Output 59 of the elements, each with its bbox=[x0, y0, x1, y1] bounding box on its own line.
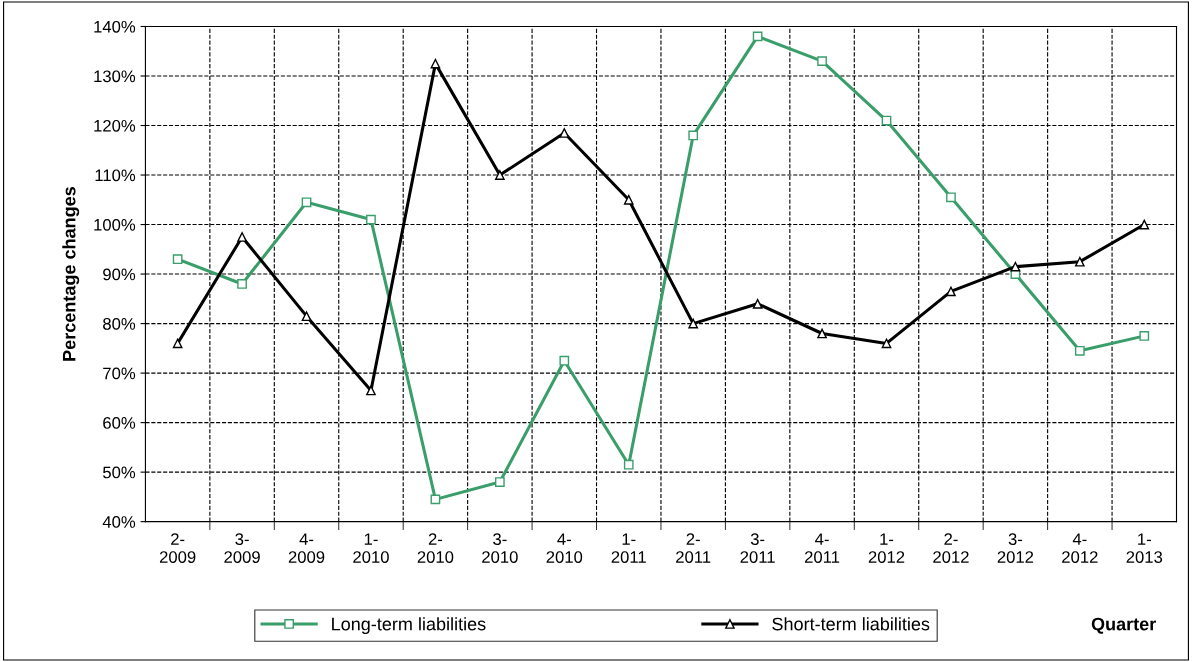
y-tick-label: 120% bbox=[94, 119, 136, 132]
x-tick-label: 4- 2012 bbox=[1062, 533, 1098, 563]
point bbox=[494, 477, 505, 487]
x-tick-label: 3- 2009 bbox=[224, 533, 260, 563]
point bbox=[688, 130, 699, 141]
x-tick-label: 4- 2011 bbox=[804, 533, 840, 563]
x-tick-label: 3- 2011 bbox=[740, 533, 775, 563]
point bbox=[559, 355, 570, 366]
y-tick-label: 140% bbox=[94, 20, 136, 33]
point bbox=[494, 170, 505, 180]
point bbox=[688, 318, 699, 329]
y-tick-label: 100% bbox=[94, 218, 136, 231]
x-tick-label: 3- 2010 bbox=[482, 533, 518, 563]
point bbox=[623, 459, 634, 470]
point bbox=[301, 311, 312, 322]
point bbox=[430, 58, 441, 69]
point bbox=[172, 254, 183, 265]
x-tick-label: 2- 2010 bbox=[417, 533, 454, 563]
x-tick-label: 1- 2012 bbox=[868, 533, 905, 563]
point bbox=[366, 385, 376, 396]
x-tick-label: 2- 2012 bbox=[933, 533, 969, 563]
point bbox=[1139, 219, 1150, 230]
point bbox=[752, 298, 763, 309]
point bbox=[817, 56, 827, 67]
point bbox=[946, 286, 956, 297]
y-tick-label: 110% bbox=[95, 169, 136, 182]
x-tick-label: 4- 2009 bbox=[288, 533, 325, 563]
x-axis-title: Quarter bbox=[1091, 617, 1156, 634]
x-tick-label: 4- 2010 bbox=[546, 533, 583, 563]
point bbox=[1074, 345, 1085, 356]
point bbox=[1074, 256, 1085, 267]
x-tick-label: 2- 2009 bbox=[159, 533, 196, 563]
point bbox=[623, 194, 634, 205]
y-tick-label: 60% bbox=[103, 417, 136, 429]
y-tick-label: 70% bbox=[103, 367, 136, 380]
x-tick-label: 1- 2010 bbox=[353, 533, 389, 563]
x-tick-label: 3- 2012 bbox=[997, 533, 1034, 563]
x-tick-label: 2- 2011 bbox=[676, 533, 711, 563]
x-tick-label: 1- 2013 bbox=[1126, 533, 1163, 563]
point bbox=[817, 328, 827, 339]
point bbox=[1139, 331, 1150, 341]
point bbox=[172, 338, 183, 349]
point bbox=[237, 232, 247, 242]
y-tick-label: 130% bbox=[94, 70, 136, 83]
point bbox=[559, 128, 570, 138]
legend-label: Long-term liabilities bbox=[332, 617, 486, 635]
y-tick-label: 40% bbox=[102, 516, 136, 528]
point bbox=[366, 214, 376, 225]
point bbox=[237, 279, 247, 289]
y-tick-label: 90% bbox=[103, 268, 136, 281]
y-tick-label: 80% bbox=[103, 317, 136, 330]
point bbox=[946, 192, 956, 203]
x-tick-label: 1- 2011 bbox=[611, 533, 646, 563]
point bbox=[881, 338, 892, 349]
y-axis-title: Percentage changes bbox=[62, 186, 80, 361]
legend-label: Short-term liabilities bbox=[772, 617, 930, 631]
point bbox=[301, 197, 312, 208]
y-tick-label: 50% bbox=[103, 466, 136, 479]
point bbox=[1010, 261, 1021, 272]
